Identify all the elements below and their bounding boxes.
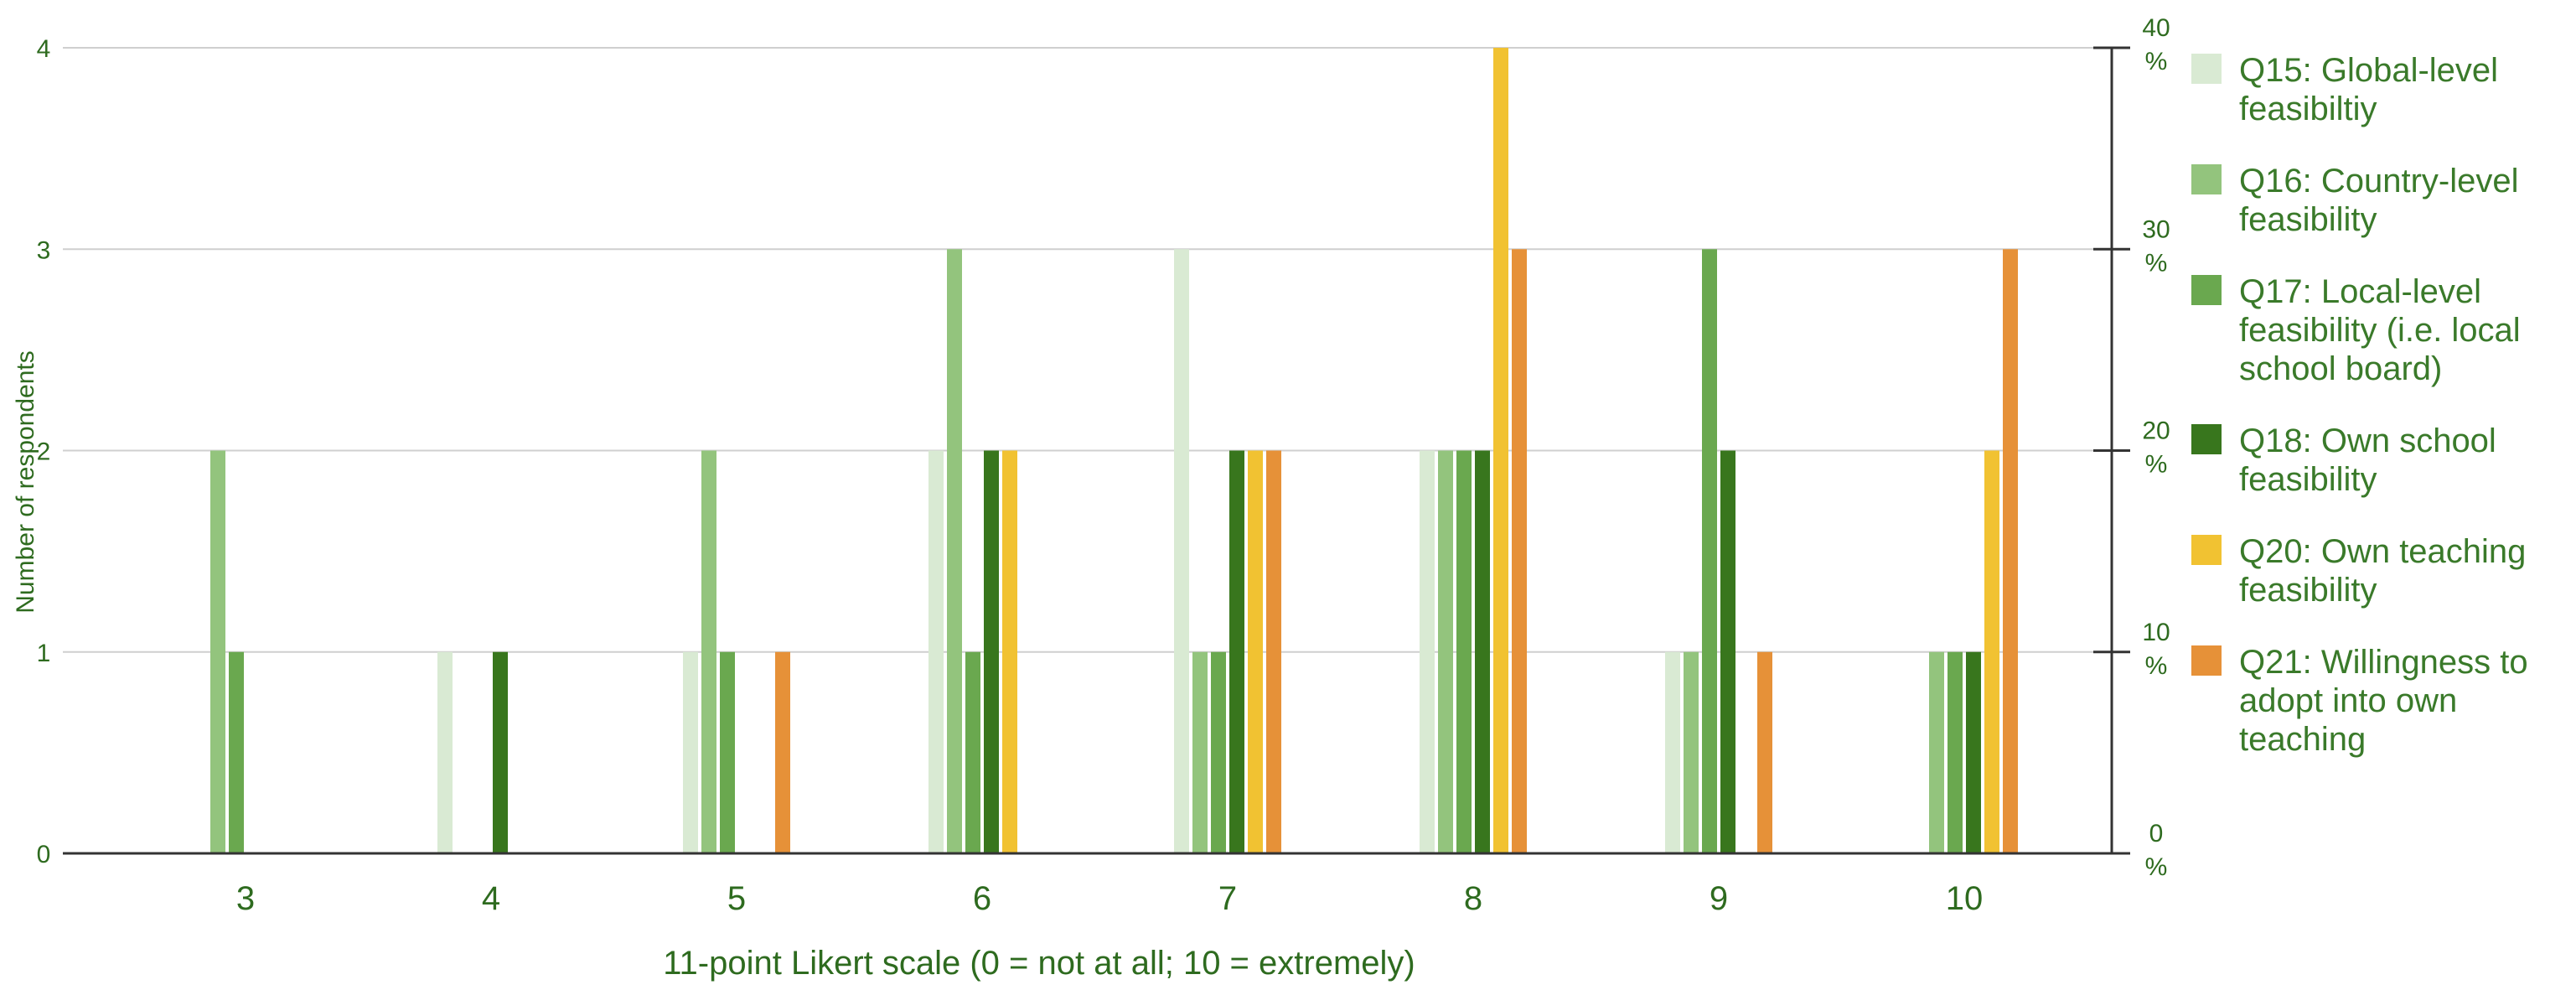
bar xyxy=(1456,450,1472,853)
legend-label: feasibiltiy xyxy=(2239,91,2377,127)
legend-swatch xyxy=(2191,535,2222,565)
legend-label: teaching xyxy=(2239,721,2366,758)
legend-label: feasibility xyxy=(2239,572,2377,609)
y-tick-label: 1 xyxy=(37,640,51,667)
x-tick-label: 9 xyxy=(1710,880,1728,917)
legend-label: feasibility xyxy=(2239,461,2377,498)
y2-tick-label: 20 xyxy=(2142,417,2170,445)
x-tick-label: 4 xyxy=(482,880,500,917)
x-tick-label: 6 xyxy=(973,880,991,917)
bar xyxy=(683,651,698,853)
bar xyxy=(1192,651,1208,853)
legend-label: feasibility xyxy=(2239,201,2377,238)
y2-tick-label: 10 xyxy=(2142,619,2170,646)
legend-label: school board) xyxy=(2239,350,2442,387)
y-tick-label: 3 xyxy=(37,236,51,264)
bar xyxy=(1002,450,1017,853)
bar xyxy=(965,651,980,853)
legend-label: Q18: Own school xyxy=(2239,422,2496,459)
y2-tick-unit: % xyxy=(2145,249,2168,277)
legend-label: Q21: Willingness to xyxy=(2239,644,2528,681)
legend-label: Q16: Country-level xyxy=(2239,163,2518,200)
bar xyxy=(1420,450,1435,853)
bar xyxy=(2003,249,2018,853)
bar xyxy=(1929,651,1944,853)
bar xyxy=(1684,651,1699,853)
legend-swatch xyxy=(2191,164,2222,194)
x-tick-label: 7 xyxy=(1218,880,1237,917)
bar xyxy=(947,249,962,853)
bar xyxy=(1720,450,1735,853)
bar xyxy=(493,651,508,853)
y2-tick-label: 30 xyxy=(2142,215,2170,243)
bar xyxy=(1702,249,1717,853)
bar xyxy=(210,450,225,853)
y2-tick-label: 40 xyxy=(2142,14,2170,42)
x-tick-label: 5 xyxy=(727,880,746,917)
y-axis-title: Number of respondents xyxy=(12,350,39,614)
x-axis-title: 11-point Likert scale (0 = not at all; 1… xyxy=(663,945,1415,982)
legend-label: adopt into own xyxy=(2239,682,2457,719)
bar xyxy=(1248,450,1263,853)
legend-swatch xyxy=(2191,424,2222,454)
bar xyxy=(1229,450,1244,853)
bar xyxy=(1174,249,1189,853)
legend-label: Q17: Local-level xyxy=(2239,273,2481,310)
bar xyxy=(775,651,790,853)
bar xyxy=(1266,450,1281,853)
bar xyxy=(928,450,944,853)
bar xyxy=(1512,249,1527,853)
gridlines xyxy=(63,47,2112,653)
bar xyxy=(437,651,453,853)
y-tick-label: 0 xyxy=(37,841,51,868)
bar xyxy=(984,450,999,853)
y2-tick-unit: % xyxy=(2145,48,2168,75)
y2-tick-unit: % xyxy=(2145,652,2168,680)
bar xyxy=(1438,450,1453,853)
bar xyxy=(1757,651,1772,853)
legend-swatch xyxy=(2191,54,2222,84)
legend-label: Q20: Own teaching xyxy=(2239,533,2526,570)
bar xyxy=(1966,651,1981,853)
legend-label: feasibility (i.e. local xyxy=(2239,312,2521,349)
x-tick-label: 10 xyxy=(1946,880,1984,917)
bar xyxy=(701,450,716,853)
bar xyxy=(1493,48,1508,853)
bar xyxy=(1665,651,1680,853)
y2-tick-label: 0 xyxy=(2149,820,2164,847)
bar xyxy=(1211,651,1226,853)
legend-label: Q15: Global-level xyxy=(2239,52,2498,89)
x-tick-label: 3 xyxy=(236,880,255,917)
y2-tick-unit: % xyxy=(2145,853,2168,881)
bar xyxy=(1475,450,1490,853)
y-tick-label: 2 xyxy=(37,438,51,466)
bar xyxy=(229,651,244,853)
legend-swatch xyxy=(2191,275,2222,305)
bars xyxy=(210,48,2018,853)
bar xyxy=(1984,450,1999,853)
legend-swatch xyxy=(2191,645,2222,676)
y-tick-label: 4 xyxy=(37,35,51,63)
bar xyxy=(720,651,735,853)
bar xyxy=(1948,651,1963,853)
y2-tick-unit: % xyxy=(2145,451,2168,479)
x-tick-label: 8 xyxy=(1464,880,1482,917)
